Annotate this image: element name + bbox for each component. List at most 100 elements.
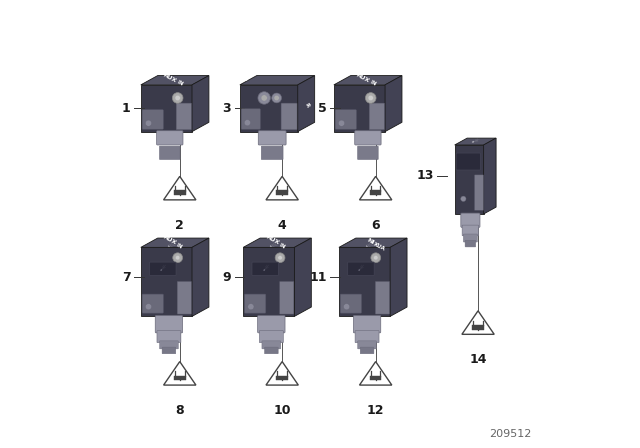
Polygon shape [334, 85, 385, 132]
FancyBboxPatch shape [241, 109, 260, 129]
Text: 209512: 209512 [489, 429, 531, 439]
Circle shape [461, 196, 466, 202]
Polygon shape [141, 238, 209, 247]
Text: 1: 1 [122, 102, 131, 115]
Text: AUX: AUX [163, 72, 178, 83]
FancyBboxPatch shape [259, 331, 284, 343]
Polygon shape [484, 138, 496, 214]
Text: 12: 12 [367, 404, 385, 417]
FancyBboxPatch shape [360, 347, 374, 354]
Circle shape [365, 93, 376, 103]
Text: ☄: ☄ [470, 137, 478, 146]
Text: R: R [304, 103, 310, 108]
Polygon shape [243, 238, 311, 247]
FancyBboxPatch shape [474, 175, 483, 210]
Circle shape [248, 304, 254, 310]
Bar [174, 375, 186, 380]
Text: 13: 13 [416, 169, 433, 182]
Circle shape [172, 93, 183, 103]
Text: IN: IN [369, 80, 378, 87]
Polygon shape [339, 238, 407, 247]
Polygon shape [240, 85, 298, 132]
FancyBboxPatch shape [142, 110, 163, 129]
Text: 7: 7 [122, 271, 131, 284]
Text: AUX: AUX [265, 235, 280, 246]
Polygon shape [454, 145, 484, 214]
Text: 4: 4 [278, 219, 287, 232]
Polygon shape [339, 247, 390, 316]
FancyBboxPatch shape [353, 315, 381, 333]
Polygon shape [334, 76, 402, 85]
Text: IN: IN [176, 80, 184, 87]
FancyBboxPatch shape [262, 341, 281, 349]
Polygon shape [240, 76, 315, 85]
Text: AUX: AUX [356, 72, 371, 83]
FancyBboxPatch shape [176, 103, 191, 130]
Polygon shape [192, 238, 209, 316]
Circle shape [274, 95, 279, 101]
FancyBboxPatch shape [335, 110, 356, 129]
Text: 2: 2 [175, 219, 184, 232]
Bar [174, 190, 186, 195]
FancyBboxPatch shape [340, 294, 362, 313]
Polygon shape [294, 238, 311, 316]
FancyBboxPatch shape [159, 146, 180, 159]
Circle shape [275, 253, 285, 263]
Text: 3: 3 [222, 102, 231, 115]
Polygon shape [454, 138, 496, 145]
Text: 11: 11 [309, 271, 326, 284]
Polygon shape [298, 76, 315, 132]
Polygon shape [385, 76, 402, 132]
FancyBboxPatch shape [463, 234, 477, 242]
Polygon shape [141, 76, 209, 85]
FancyBboxPatch shape [258, 315, 285, 333]
Circle shape [175, 255, 180, 260]
Text: AUX: AUX [163, 235, 178, 246]
Polygon shape [390, 238, 407, 316]
Text: ☄: ☄ [358, 266, 364, 272]
FancyBboxPatch shape [157, 131, 183, 145]
Text: ☄: ☄ [166, 240, 176, 251]
Circle shape [371, 253, 381, 263]
Bar [370, 375, 381, 380]
Circle shape [374, 255, 378, 260]
Circle shape [278, 255, 282, 260]
Text: NI: NI [366, 237, 375, 246]
FancyBboxPatch shape [465, 240, 476, 247]
Circle shape [261, 95, 268, 101]
Circle shape [175, 95, 180, 101]
Text: IN: IN [175, 242, 184, 250]
FancyBboxPatch shape [177, 281, 191, 314]
FancyBboxPatch shape [348, 262, 374, 276]
Bar [472, 325, 484, 330]
Bar [276, 375, 288, 380]
FancyBboxPatch shape [150, 262, 176, 276]
FancyBboxPatch shape [264, 347, 278, 354]
FancyBboxPatch shape [375, 281, 390, 314]
Text: ☄: ☄ [160, 266, 166, 272]
Text: ☄: ☄ [268, 240, 278, 251]
Circle shape [173, 253, 182, 263]
Text: 6: 6 [371, 219, 380, 232]
FancyBboxPatch shape [281, 103, 297, 130]
FancyBboxPatch shape [355, 131, 381, 145]
Text: IN: IN [278, 242, 286, 250]
Circle shape [368, 95, 373, 101]
Text: 10: 10 [273, 404, 291, 417]
Polygon shape [141, 247, 192, 316]
Text: 9: 9 [222, 271, 231, 284]
Text: ☄: ☄ [364, 240, 374, 251]
Text: 8: 8 [175, 404, 184, 417]
FancyBboxPatch shape [461, 213, 480, 227]
Polygon shape [164, 177, 196, 200]
FancyBboxPatch shape [162, 347, 176, 354]
Circle shape [145, 120, 152, 126]
FancyBboxPatch shape [355, 331, 379, 343]
Polygon shape [266, 362, 298, 385]
Polygon shape [360, 362, 392, 385]
Text: 14: 14 [469, 353, 487, 366]
FancyBboxPatch shape [358, 341, 376, 349]
Text: XUA: XUA [373, 242, 387, 252]
Bar [276, 190, 288, 195]
Polygon shape [141, 85, 192, 132]
